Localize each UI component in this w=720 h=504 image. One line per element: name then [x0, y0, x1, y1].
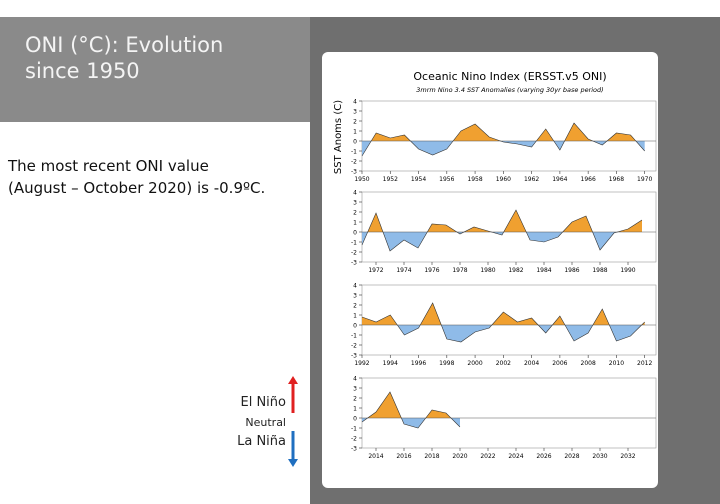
oni-line	[361, 391, 461, 429]
plot-frame	[361, 100, 657, 172]
y-tick-label: 3	[353, 200, 357, 207]
y-tick-label: -3	[351, 353, 357, 360]
y-tick-label: 0	[353, 416, 357, 423]
x-tick-label: 2018	[424, 453, 439, 460]
x-tick-label: 2026	[536, 453, 551, 460]
y-tick-label: 2	[353, 210, 357, 217]
oni-line	[361, 122, 645, 157]
x-tick-label: 2022	[480, 453, 495, 460]
x-tick-label: 1976	[424, 267, 439, 274]
oni-line	[361, 209, 643, 252]
x-tick-label: 1980	[480, 267, 495, 274]
x-tick-label: 1982	[508, 267, 523, 274]
x-tick-label: 1964	[552, 176, 567, 183]
x-tick-label: 2032	[620, 453, 635, 460]
slide-body: The most recent ONI value (August – Octo…	[8, 155, 265, 199]
y-tick-label: 1	[353, 129, 357, 136]
x-tick-label: 2024	[508, 453, 523, 460]
legend-arrows	[288, 376, 298, 467]
x-tick-label: 2028	[564, 453, 579, 460]
y-tick-label: 4	[353, 376, 357, 383]
plot-frame	[361, 377, 657, 449]
oni-line	[361, 302, 645, 343]
x-tick-label: 1972	[368, 267, 383, 274]
y-tick-label: 2	[353, 303, 357, 310]
legend-neutral: Neutral	[245, 416, 286, 429]
x-tick-label: 2030	[592, 453, 607, 460]
x-tick-label: 1994	[383, 360, 398, 367]
title-line: ONI (°C): Evolution	[25, 33, 224, 57]
y-tick-label: 3	[353, 293, 357, 300]
x-tick-label: 2006	[552, 360, 567, 367]
x-tick-label: 1998	[439, 360, 454, 367]
y-tick-label: -2	[351, 159, 357, 166]
x-tick-label: 1966	[581, 176, 596, 183]
y-tick-label: 0	[353, 230, 357, 237]
chart-subtitle: 3mrm Nino 3.4 SST Anomalies (varying 30y…	[416, 86, 603, 94]
x-tick-label: 2014	[368, 453, 383, 460]
oni-chart: Oceanic Nino Index (ERSST.v5 ONI) 3mrm N…	[322, 52, 658, 488]
x-tick-label: 1960	[496, 176, 511, 183]
x-tick-label: 2016	[396, 453, 411, 460]
x-tick-label: 1996	[411, 360, 426, 367]
x-tick-label: 1986	[564, 267, 579, 274]
x-tick-label: 2010	[609, 360, 624, 367]
body-line: The most recent ONI value	[8, 157, 209, 175]
x-tick-label: 1968	[609, 176, 624, 183]
body-line: (August – October 2020) is -0.9ºC.	[8, 179, 266, 197]
y-tick-label: 4	[353, 283, 357, 290]
x-tick-label: 2000	[467, 360, 482, 367]
slide-title: ONI (°C): Evolution since 1950	[25, 32, 223, 84]
x-tick-label: 1970	[637, 176, 652, 183]
legend-el-nino: El Niño	[240, 395, 287, 410]
x-tick-label: 2004	[524, 360, 539, 367]
y-tick-label: 2	[353, 396, 357, 403]
legend-box: El Niño Neutral La Niña	[228, 375, 298, 468]
y-tick-label: -2	[351, 250, 357, 257]
x-tick-label: 2002	[496, 360, 511, 367]
x-tick-label: 1984	[536, 267, 551, 274]
y-tick-label: 4	[353, 99, 357, 106]
x-tick-label: 1956	[439, 176, 454, 183]
x-tick-label: 1988	[592, 267, 607, 274]
x-tick-label: 1954	[411, 176, 426, 183]
y-tick-label: -1	[351, 240, 357, 247]
x-tick-label: 1958	[467, 176, 482, 183]
x-tick-label: 1974	[396, 267, 411, 274]
y-tick-label: 1	[353, 313, 357, 320]
y-axis-label: SST Anoms (C)	[333, 100, 344, 174]
title-line: since 1950	[25, 59, 140, 83]
x-tick-label: 1978	[452, 267, 467, 274]
y-tick-label: 1	[353, 220, 357, 227]
y-tick-label: -1	[351, 426, 357, 433]
y-tick-label: -3	[351, 446, 357, 453]
x-tick-label: 1952	[383, 176, 398, 183]
legend-la-nina: La Niña	[237, 434, 286, 449]
y-tick-label: 4	[353, 190, 357, 197]
y-tick-label: 0	[353, 139, 357, 146]
y-tick-label: 3	[353, 386, 357, 393]
y-tick-label: -2	[351, 436, 357, 443]
y-tick-label: -3	[351, 169, 357, 176]
x-tick-label: 2008	[581, 360, 596, 367]
y-tick-label: -1	[351, 149, 357, 156]
negative-area	[362, 418, 460, 428]
x-tick-label: 2020	[452, 453, 467, 460]
y-tick-label: -3	[351, 260, 357, 267]
y-tick-label: -2	[351, 343, 357, 350]
y-tick-label: 3	[353, 109, 357, 116]
x-tick-label: 1962	[524, 176, 539, 183]
x-tick-label: 1950	[354, 176, 369, 183]
plot-frame	[361, 191, 657, 263]
chart-title: Oceanic Nino Index (ERSST.v5 ONI)	[413, 70, 606, 83]
y-tick-label: 2	[353, 119, 357, 126]
x-tick-label: 1990	[620, 267, 635, 274]
y-tick-label: 1	[353, 406, 357, 413]
x-tick-label: 2012	[637, 360, 652, 367]
y-tick-label: 0	[353, 323, 357, 330]
x-tick-label: 1992	[354, 360, 369, 367]
y-tick-label: -1	[351, 333, 357, 340]
